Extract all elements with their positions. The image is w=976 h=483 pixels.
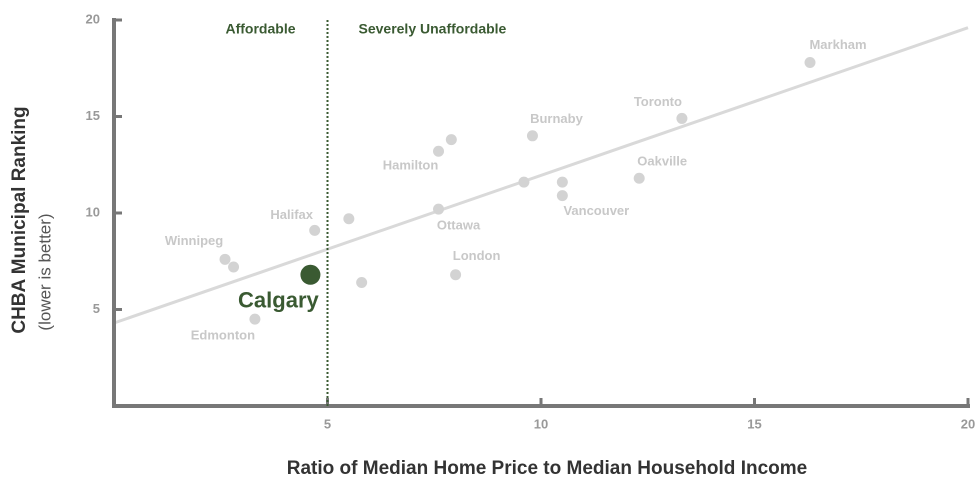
point [228,261,240,273]
point [804,56,816,68]
y-tick-label: 5 [93,301,100,316]
point [445,134,457,146]
point [633,172,645,184]
point [249,313,261,325]
point-label: Halifax [270,207,313,222]
point [343,213,355,225]
x-tick-label: 5 [324,416,331,431]
point [556,176,568,188]
divider-right-label: Severely Unaffordable [359,21,507,37]
point-label: Burnaby [530,111,584,126]
x-tick-label: 20 [961,416,975,431]
point [518,176,530,188]
point [356,276,368,288]
point [526,130,538,142]
point-label: Ottawa [437,218,481,233]
point-label: Vancouver [563,203,629,218]
y-tick-label: 15 [86,108,100,123]
point-label: Toronto [634,94,682,109]
highlight-label: Calgary [238,288,319,313]
y-tick-label: 20 [86,11,100,26]
y-tick-label: 10 [86,204,100,219]
point [450,269,462,281]
x-tick-label: 15 [747,416,761,431]
point-label: Hamilton [383,158,439,173]
point [676,112,688,124]
highlight-point [300,264,321,285]
point-label: Winnipeg [165,233,223,248]
point-label: Markham [809,37,866,52]
y-axis-note: (lower is better) [35,213,54,330]
point [433,145,445,157]
point [309,224,321,236]
point [219,253,231,265]
point [433,203,445,215]
divider-left-label: Affordable [226,21,296,37]
y-axis-label: CHBA Municipal Ranking [9,106,30,333]
point-label: Edmonton [191,328,255,343]
point-label: Oakville [637,154,687,169]
trend-line [113,26,969,325]
point [556,190,568,202]
x-tick-label: 10 [534,416,548,431]
x-axis-label: Ratio of Median Home Price to Median Hou… [287,458,807,479]
point-label: London [453,248,501,263]
